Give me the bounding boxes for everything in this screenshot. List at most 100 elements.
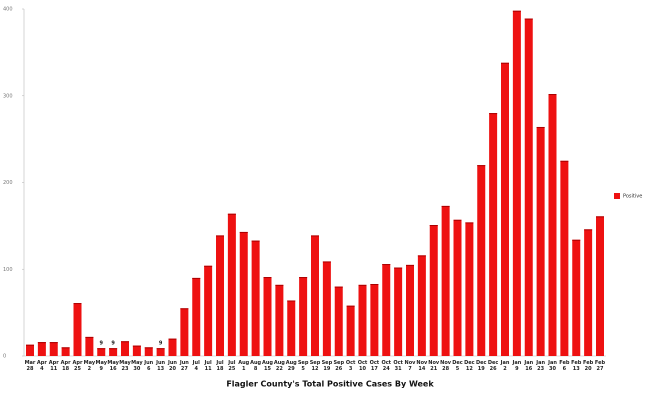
bar-top: [216, 235, 224, 237]
bar: [429, 225, 438, 356]
legend-swatch: [614, 193, 620, 199]
bar: [97, 348, 106, 356]
x-tick-label: Aug 8: [250, 360, 262, 372]
x-tick-label: Oct 17: [369, 360, 380, 372]
bar: [441, 205, 450, 356]
x-tick-label: Aug 29: [285, 360, 297, 372]
x-tick-label: Apr 25: [72, 360, 83, 372]
value-label: 9: [100, 341, 104, 347]
bar-top: [417, 255, 426, 257]
x-tick-label: Jan 16: [524, 360, 534, 372]
bar-top: [358, 284, 367, 286]
bar: [501, 62, 509, 356]
x-tick-label: Feb 27: [594, 360, 606, 372]
y-tick-label: 200: [3, 180, 13, 186]
bar-top: [121, 341, 129, 343]
bar-top: [346, 305, 355, 307]
bar-top: [299, 277, 308, 279]
bar: [275, 284, 284, 356]
x-tick-label: Jan 23: [536, 360, 546, 372]
x-tick-label: Nov 21: [428, 360, 440, 372]
x-tick-label: Oct 24: [381, 360, 392, 372]
bar-top: [334, 286, 343, 288]
x-tick-label: Nov 14: [416, 360, 428, 372]
bar-top: [429, 225, 438, 227]
x-tick-label: Jul 4: [192, 360, 200, 372]
bar-top: [382, 264, 391, 266]
bar-top: [26, 344, 34, 346]
bar: [465, 222, 474, 356]
bar-top: [311, 235, 319, 237]
bar-top: [204, 265, 213, 267]
bar: [239, 231, 248, 356]
bar: [596, 216, 604, 356]
x-tick-label: Jun 13: [156, 360, 166, 372]
bar-top: [536, 126, 545, 128]
bar: [204, 265, 213, 356]
bar: [121, 341, 129, 356]
bar: [192, 277, 201, 356]
bar: [311, 235, 319, 356]
bar-top: [477, 165, 486, 167]
x-tick-label: Jul 25: [228, 360, 236, 372]
legend-label: Positive: [623, 194, 642, 200]
bar: [406, 264, 414, 356]
bar: [37, 342, 46, 356]
x-tick-label: Oct 31: [393, 360, 403, 372]
bar: [73, 303, 82, 356]
x-tick-label: Jan 9: [512, 360, 522, 372]
x-tick-label: Nov 7: [404, 360, 416, 372]
x-tick-label: Apr 4: [36, 360, 47, 372]
bar-top: [572, 239, 581, 241]
bar-top: [263, 277, 272, 279]
bar-top: [168, 338, 177, 340]
x-tick-label: Jun 6: [144, 360, 154, 372]
bar: [346, 305, 355, 356]
bar: [382, 264, 391, 356]
y-tick-label: 0: [3, 354, 6, 360]
x-tick-label: Jun 20: [168, 360, 177, 372]
bar: [489, 113, 498, 356]
bar-top: [227, 213, 236, 215]
x-tick-label: Feb 20: [583, 360, 594, 372]
x-tick-label: Aug 22: [273, 360, 285, 372]
bar: [180, 308, 189, 356]
bar: [144, 347, 153, 356]
x-tick-label: Jan 2: [500, 360, 510, 372]
bar-top: [156, 348, 165, 350]
bar-top: [584, 229, 593, 231]
x-tick-label: Oct 10: [357, 360, 368, 372]
x-tick-label: Aug 1: [238, 360, 250, 372]
bar: [358, 284, 367, 356]
bar: [512, 10, 521, 357]
value-label: 9: [111, 341, 115, 347]
bar-top: [489, 113, 498, 115]
bar-top: [322, 261, 331, 263]
x-tick-label: May 9: [95, 360, 107, 372]
x-tick-label: Dec 5: [452, 360, 463, 372]
x-tick-label: Feb 13: [571, 360, 582, 372]
bar: [370, 283, 379, 356]
bar: [417, 255, 426, 356]
x-tick-label: May 16: [107, 360, 119, 372]
bar: [572, 239, 581, 356]
bar-top: [560, 160, 569, 162]
bar: [584, 229, 593, 356]
bar-top: [548, 94, 557, 96]
bar-top: [275, 284, 284, 286]
bar: [132, 345, 141, 356]
x-tick-label: Dec 19: [475, 360, 487, 372]
bar: [299, 277, 308, 356]
bar-top: [37, 342, 46, 344]
bar: [334, 286, 343, 356]
bar: [26, 344, 34, 356]
bar: [49, 342, 58, 356]
x-tick-label: Oct 3: [345, 360, 356, 372]
bar-top: [441, 205, 450, 207]
value-label: 9: [159, 341, 163, 347]
bar: [156, 348, 165, 356]
y-tick-label: 100: [3, 267, 13, 273]
bar-top: [109, 348, 118, 350]
x-tick-label: Feb 6: [559, 360, 570, 372]
